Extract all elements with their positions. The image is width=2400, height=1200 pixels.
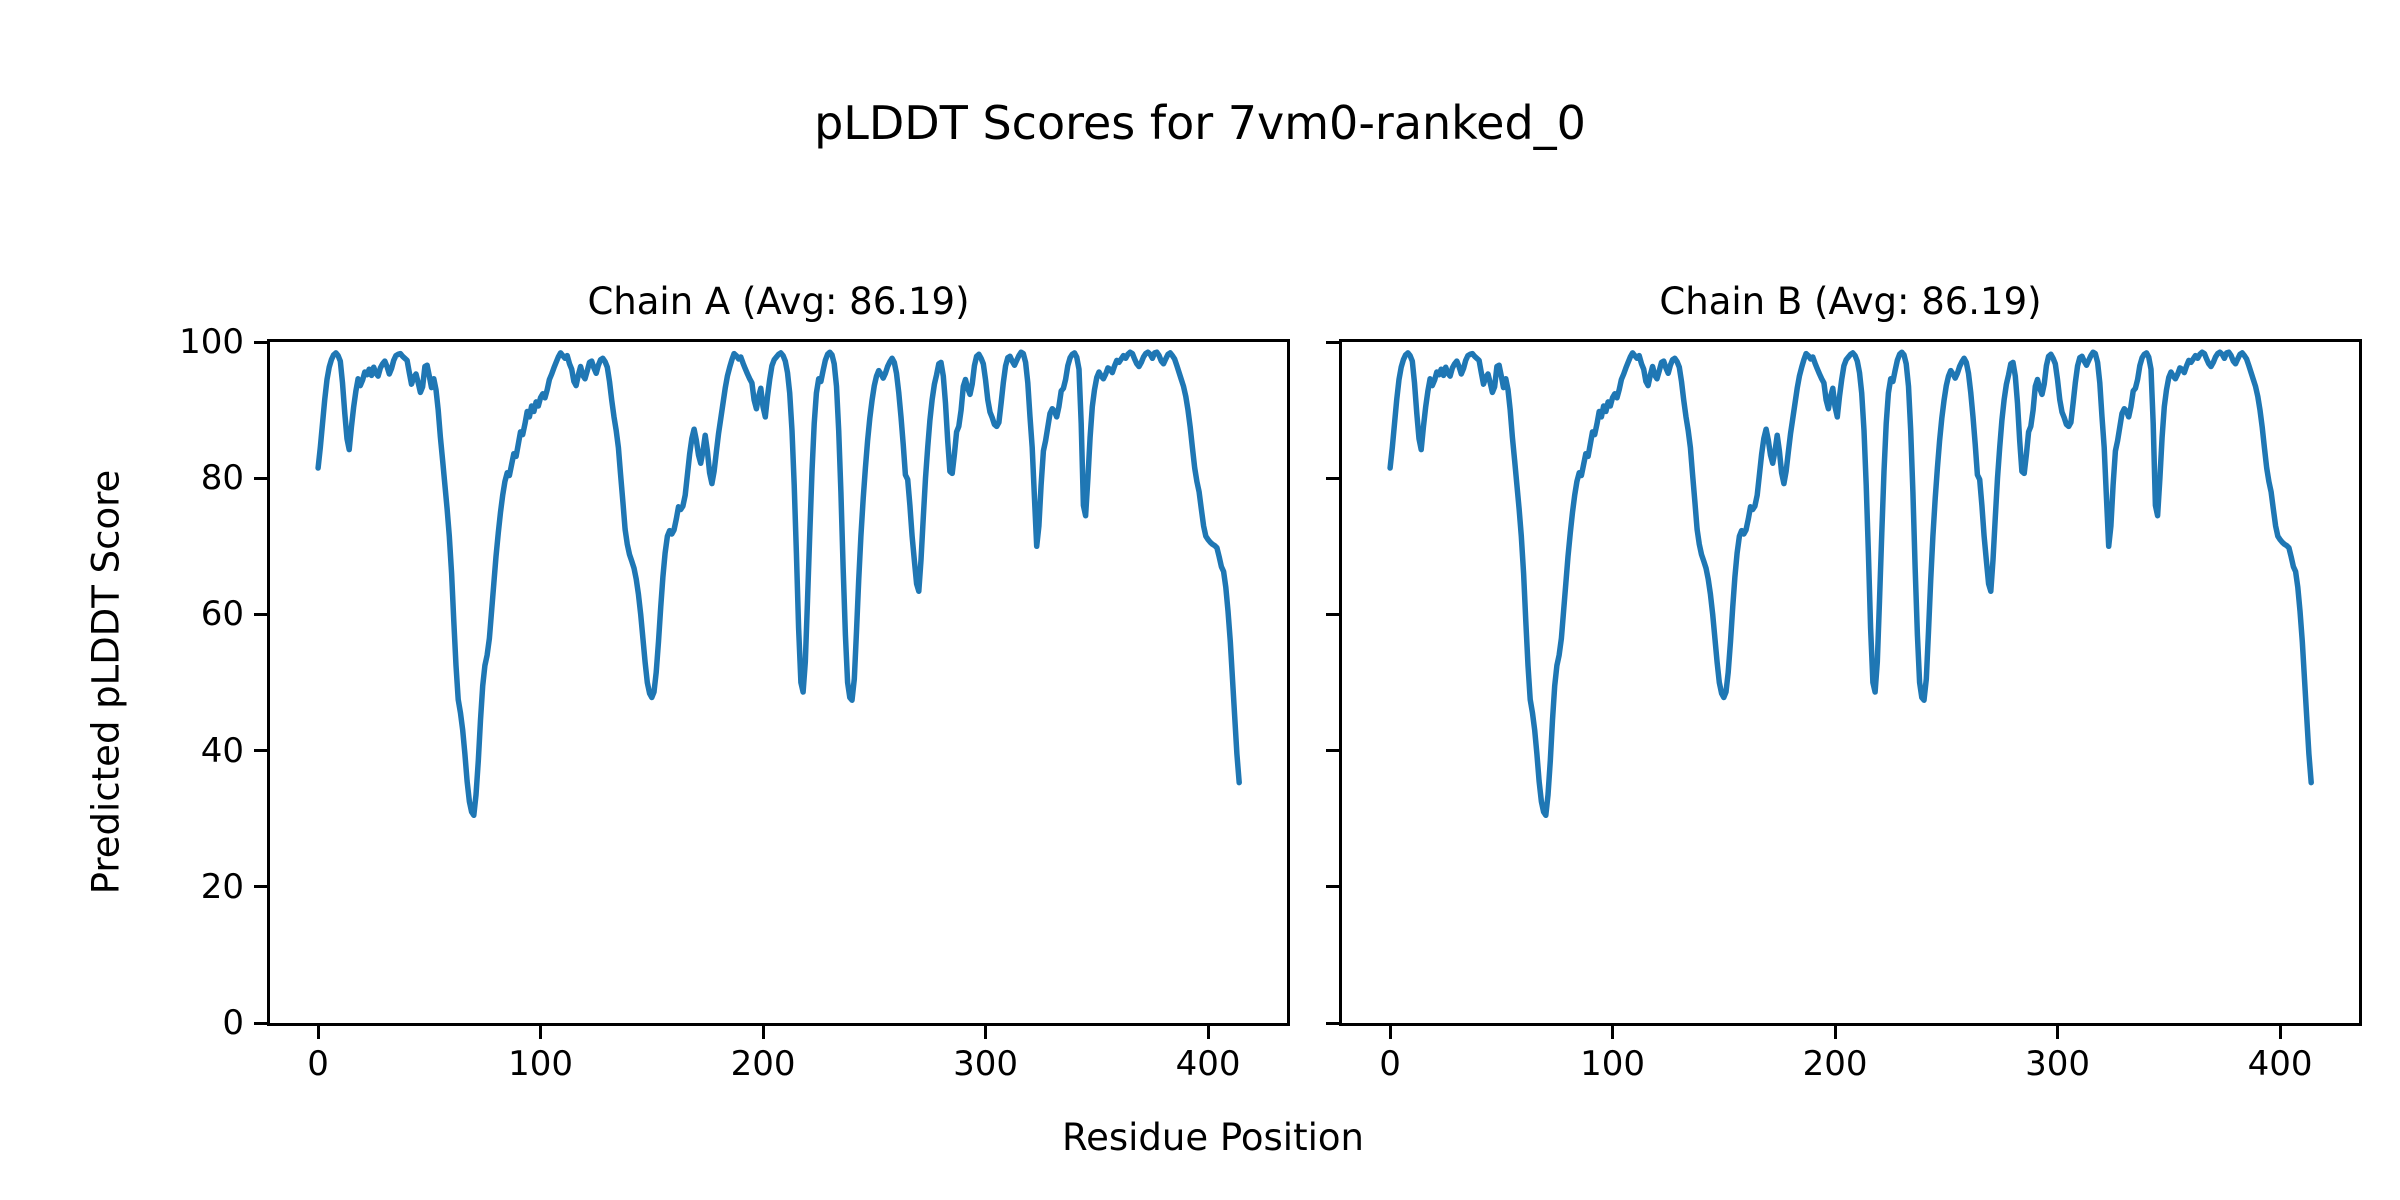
y-tick-label: 20 xyxy=(200,866,244,907)
x-tick-mark xyxy=(1611,1026,1615,1039)
x-tick-mark xyxy=(539,1026,543,1039)
y-tick-mark xyxy=(1326,1021,1339,1025)
x-tick-mark xyxy=(761,1026,765,1039)
y-tick-mark xyxy=(1326,885,1339,889)
x-tick-label: 400 xyxy=(1175,1044,1241,1084)
x-tick-mark xyxy=(316,1026,320,1039)
chain-a-line-chart xyxy=(315,349,1242,819)
x-tick-label: 200 xyxy=(1802,1044,1868,1084)
y-tick-mark xyxy=(254,340,267,344)
y-tick-mark xyxy=(1326,476,1339,480)
x-tick-label: 100 xyxy=(508,1044,573,1084)
chain-b-line-chart xyxy=(1387,349,2314,819)
y-tick-label: 100 xyxy=(179,322,244,362)
y-tick-mark xyxy=(1326,749,1339,753)
y-tick-mark xyxy=(254,612,267,616)
x-tick-mark xyxy=(1833,1026,1837,1039)
chain-b-plddt-curve xyxy=(1387,349,2314,819)
chain-b-title: Chain B (Avg: 86.19) xyxy=(1659,280,2042,323)
x-tick-label: 300 xyxy=(953,1044,1018,1084)
figure-title: pLDDT Scores for 7vm0-ranked_0 xyxy=(814,96,1586,150)
x-axis-label: Residue Position xyxy=(1062,1116,1364,1159)
chain-a-axes: Chain A (Avg: 86.19) 0 100 200 300 400 0 20 40 6… xyxy=(179,280,1290,1084)
chain-a-title: Chain A (Avg: 86.19) xyxy=(587,280,970,323)
y-tick-mark xyxy=(1326,612,1339,616)
x-tick-label: 0 xyxy=(307,1044,329,1084)
y-axis-label: Predicted pLDDT Score xyxy=(84,469,128,895)
y-tick-mark xyxy=(1326,340,1339,344)
x-tick-label: 0 xyxy=(1379,1044,1401,1084)
x-tick-label: 400 xyxy=(2247,1044,2313,1084)
y-tick-label: 60 xyxy=(200,594,244,635)
y-tick-label: 80 xyxy=(200,458,244,499)
x-tick-label: 100 xyxy=(1580,1044,1645,1084)
x-tick-mark xyxy=(1388,1026,1392,1039)
x-tick-mark xyxy=(984,1026,988,1039)
y-tick-mark xyxy=(254,885,267,889)
chain-b-axes: Chain B (Avg: 86.19) 0 100 200 300 400 xyxy=(1326,280,2362,1084)
y-tick-mark xyxy=(254,476,267,480)
x-tick-label: 200 xyxy=(730,1044,796,1084)
y-tick-label: 40 xyxy=(200,730,244,771)
x-tick-mark xyxy=(2278,1026,2282,1039)
y-tick-label: 0 xyxy=(222,1003,244,1043)
y-tick-mark xyxy=(254,749,267,753)
x-tick-label: 300 xyxy=(2025,1044,2090,1084)
x-tick-mark xyxy=(2056,1026,2060,1039)
y-tick-mark xyxy=(254,1021,267,1025)
x-tick-mark xyxy=(1206,1026,1210,1039)
chain-a-plddt-curve xyxy=(315,349,1242,819)
